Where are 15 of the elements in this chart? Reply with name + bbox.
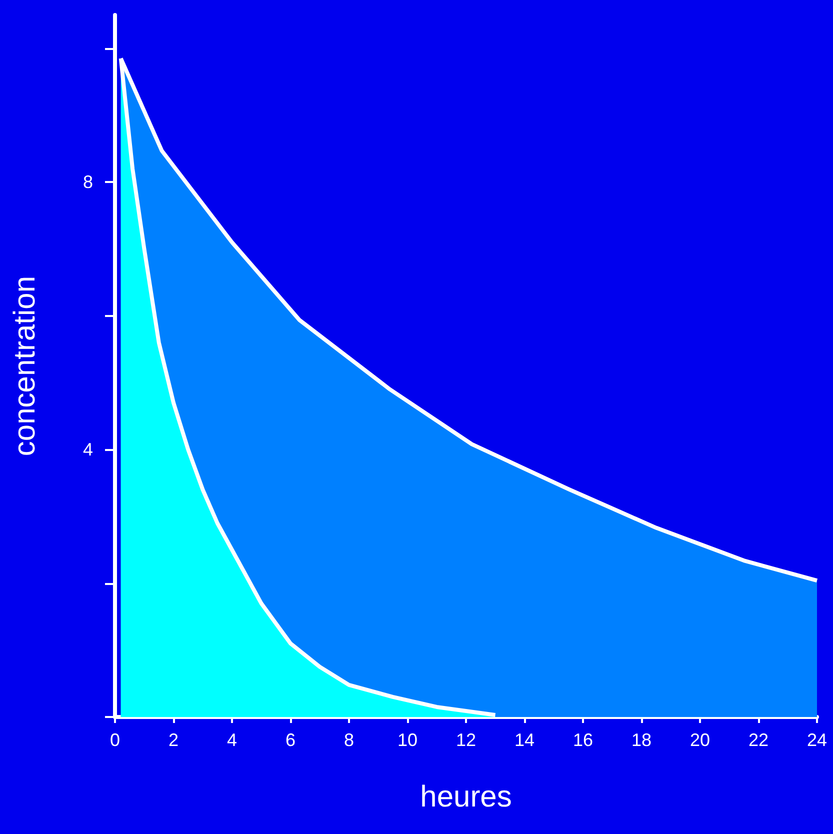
- x-tick-label: 4: [226, 730, 238, 750]
- x-tick-label: 14: [514, 730, 535, 750]
- x-axis-title: heures: [420, 780, 512, 814]
- y-axis-title: concentration: [8, 276, 42, 456]
- x-tick-label: 6: [285, 730, 296, 750]
- x-tick-label: 2: [168, 730, 179, 750]
- x-tick-label: 0: [110, 730, 120, 750]
- x-tick-label: 8: [344, 730, 354, 750]
- x-tick-label: 16: [572, 730, 594, 750]
- x-tick-label: 12: [456, 730, 476, 750]
- x-tick-label: 24: [806, 730, 828, 750]
- x-tick-label: 18: [631, 730, 652, 750]
- x-tick-label: 20: [690, 730, 710, 750]
- x-tick-label: 10: [397, 730, 418, 750]
- x-tick-label: 22: [748, 730, 769, 750]
